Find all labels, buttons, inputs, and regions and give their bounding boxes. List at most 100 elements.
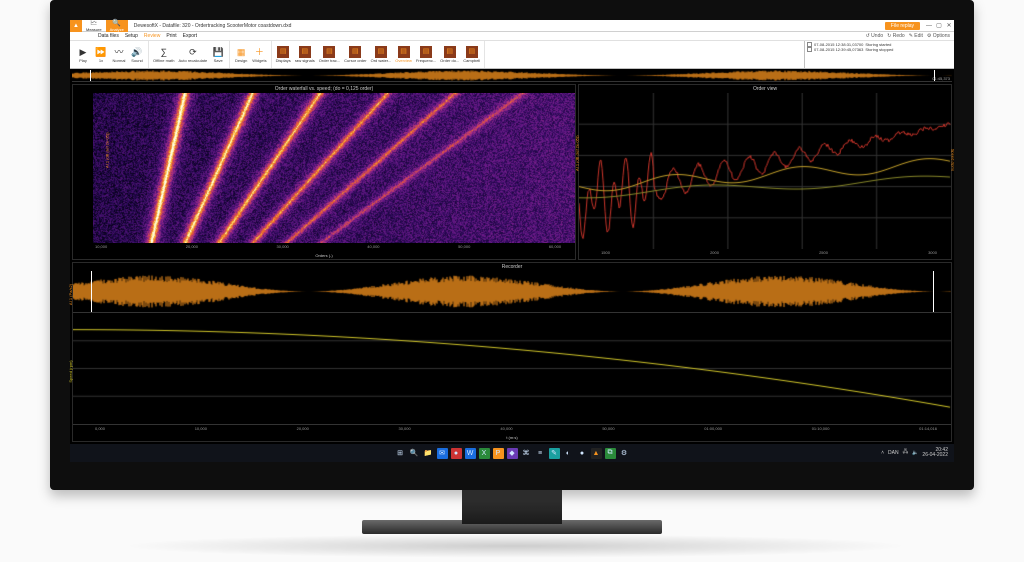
overview-strip[interactable]: 01:45,373 (72, 70, 952, 82)
mode-tab-measure[interactable]: 🗠Measure (82, 20, 106, 32)
overview-end-time: 01:45,373 (932, 76, 950, 81)
ribbon-auto-recalculate-button[interactable]: ⟳Auto recalculate (177, 41, 210, 68)
menu-export[interactable]: Export (183, 33, 197, 39)
event-log: 07-08-2015 12:38:31,03700Storing started… (804, 41, 954, 68)
app-logo-icon: ▲ (70, 20, 82, 32)
taskbar-app-icon[interactable]: ◆ (507, 448, 518, 459)
orderview-panel: Order view 165200015001000 AI 1 (dB (ref… (578, 84, 952, 260)
taskbar-app-icon[interactable]: ● (577, 448, 588, 459)
taskbar-app-icon[interactable]: ⧉ (605, 448, 616, 459)
taskbar-app-icon[interactable]: ✉ (437, 448, 448, 459)
recorder-marker-end[interactable] (933, 271, 934, 312)
ribbon-ord-water--button[interactable]: ▤Ord water... (369, 41, 394, 68)
window-minimize-button[interactable]: — (924, 23, 934, 29)
taskbar-app-icon[interactable]: ● (451, 448, 462, 459)
ribbon-1x-button[interactable]: ⏩1x (92, 41, 110, 68)
taskbar-app-icon[interactable]: ⌘ (521, 448, 532, 459)
ribbon-sound-button[interactable]: 🔊Sound (128, 41, 146, 68)
workspace: 01:45,373 Order waterfall vs. speed; (do… (70, 69, 954, 444)
window-title: DewesoftX - Datafile: 320 - Ordertrackin… (134, 23, 292, 29)
taskbar-app-icon[interactable]: ≡ (535, 448, 546, 459)
ribbon-frequenc--button[interactable]: ▤Frequenc... (414, 41, 438, 68)
recorder-bottom-wave[interactable]: Speed (rpm) (73, 313, 951, 425)
menu-data-files[interactable]: Data files (98, 33, 119, 39)
file-replay-badge[interactable]: File replay (885, 22, 920, 30)
1x-icon: ⏩ (95, 46, 106, 58)
menu-review[interactable]: Review (144, 33, 160, 39)
ribbon-widgets-button[interactable]: ＋Widgets (250, 41, 268, 68)
ribbon-design-button[interactable]: ▦Design (232, 41, 250, 68)
options-button[interactable]: ⚙ Options (927, 33, 950, 39)
systray-network-icon[interactable]: 🖧 (903, 449, 909, 457)
systray-volume-icon[interactable]: 🔈 (912, 450, 918, 456)
systray-lang[interactable]: DAN (888, 450, 899, 456)
ribbon-order-do--button[interactable]: ▤Order do... (438, 41, 461, 68)
undo-button[interactable]: ↺ Undo (866, 33, 884, 39)
taskbar-app-icon[interactable]: ◐ (563, 448, 574, 459)
order-do--icon: ▤ (444, 46, 456, 58)
ribbon-order-trac--button[interactable]: ▤Order trac... (317, 41, 342, 68)
save-icon: 💾 (213, 46, 224, 58)
waterfall-chart[interactable]: 103.0 10.0 AI 1 (dB (ref 2e-05)) (93, 93, 575, 243)
orderview-yr-label: Speed (rpm) (951, 149, 956, 171)
recorder-title: Recorder (73, 263, 951, 271)
ribbon-displays-button[interactable]: ▤Displays (274, 41, 293, 68)
taskbar-app-icon[interactable]: ▲ (591, 448, 602, 459)
recorder-top-wave[interactable]: AI 1 (Pa/s2) (73, 271, 951, 313)
analyze-icon: 🔍 (112, 20, 121, 27)
taskbar-app-icon[interactable]: W (465, 448, 476, 459)
taskbar-app-icon[interactable]: X (479, 448, 490, 459)
mode-tab-analyze[interactable]: 🔍Analyze (106, 20, 128, 32)
orderview-x-axis: 1500200025003000 (579, 249, 951, 259)
screen: ▲ 🗠Measure🔍Analyze DewesoftX - Datafile:… (70, 20, 954, 462)
recorder-x-label: t (m:s) (73, 435, 951, 441)
taskbar-app-icon[interactable]: P (493, 448, 504, 459)
ribbon-overview-button[interactable]: ▤Overview (393, 41, 414, 68)
waterfall-y-label: AI 1 (dB (ref 2e-05)) (105, 132, 110, 168)
monitor-stand-neck (462, 488, 562, 524)
systray-chevron-icon[interactable]: ˄ (881, 450, 884, 456)
overview-marker-start[interactable] (90, 70, 91, 81)
order-trac--icon: ▤ (323, 46, 335, 58)
menu-setup[interactable]: Setup (125, 33, 138, 39)
auto-recalculate-icon: ⟳ (189, 46, 197, 58)
ribbon-raw-signals-button[interactable]: ▤raw signals (293, 41, 317, 68)
taskbar-app-icon[interactable]: ⊞ (395, 448, 406, 459)
taskbar-systray[interactable]: ˄ DAN 🖧 🔈 20:42 26-04-2022 (881, 448, 948, 458)
ribbon-campbell-button[interactable]: ▤Campbell (461, 41, 482, 68)
ribbon-play-button[interactable]: ▶Play (74, 41, 92, 68)
overview-waveform (72, 70, 952, 81)
window-close-button[interactable]: ✕ (944, 22, 954, 29)
taskbar-app-icon[interactable]: ⚙ (619, 448, 630, 459)
recorder-x-axis: 0,00010,00020,00030,00040,00050,00001:00… (73, 425, 951, 435)
orderview-traces (579, 93, 951, 249)
displays-icon: ▤ (277, 46, 289, 58)
redo-button[interactable]: ↻ Redo (887, 33, 905, 39)
taskbar-app-icon[interactable]: 🔍 (409, 448, 420, 459)
waterfall-x-axis: 10,00020,00030,00040,00050,00060,000 (73, 243, 575, 253)
ribbon-cursor-order-button[interactable]: ▤Cursor order (342, 41, 368, 68)
menu-print[interactable]: Print (166, 33, 176, 39)
ribbon-save-button[interactable]: 💾Save (209, 41, 227, 68)
orderview-title: Order view (579, 85, 951, 93)
normal-icon: 〰 (114, 46, 123, 58)
edit-button[interactable]: ✎ Edit (909, 33, 923, 39)
design-icon: ▦ (237, 46, 246, 58)
taskbar-app-icon[interactable]: ✎ (549, 448, 560, 459)
overview-icon: ▤ (398, 46, 410, 58)
monitor-bezel: ▲ 🗠Measure🔍Analyze DewesoftX - Datafile:… (50, 0, 974, 490)
orderview-chart[interactable]: 165200015001000 AI 1 (dB (ref 2e-05)) Sp… (579, 93, 951, 249)
raw-signals-icon: ▤ (299, 46, 311, 58)
recorder-marker-start[interactable] (91, 271, 92, 312)
systray-date[interactable]: 26-04-2022 (922, 453, 948, 458)
taskbar-app-icon[interactable]: 📁 (423, 448, 434, 459)
ord-water--icon: ▤ (375, 46, 387, 58)
widgets-icon: ＋ (255, 46, 264, 58)
waterfall-title: Order waterfall vs. speed; (do = 0,125 o… (73, 85, 575, 93)
play-icon: ▶ (80, 46, 87, 58)
ribbon-offline-math-button[interactable]: ∑Offline math (151, 41, 177, 68)
ribbon-normal-button[interactable]: 〰Normal (110, 41, 128, 68)
window-maximize-button[interactable]: ▢ (934, 22, 944, 29)
recorder-panel: Recorder AI 1 (Pa/s2) Speed (rpm) 0,0001… (72, 262, 952, 442)
measure-icon: 🗠 (90, 20, 97, 27)
